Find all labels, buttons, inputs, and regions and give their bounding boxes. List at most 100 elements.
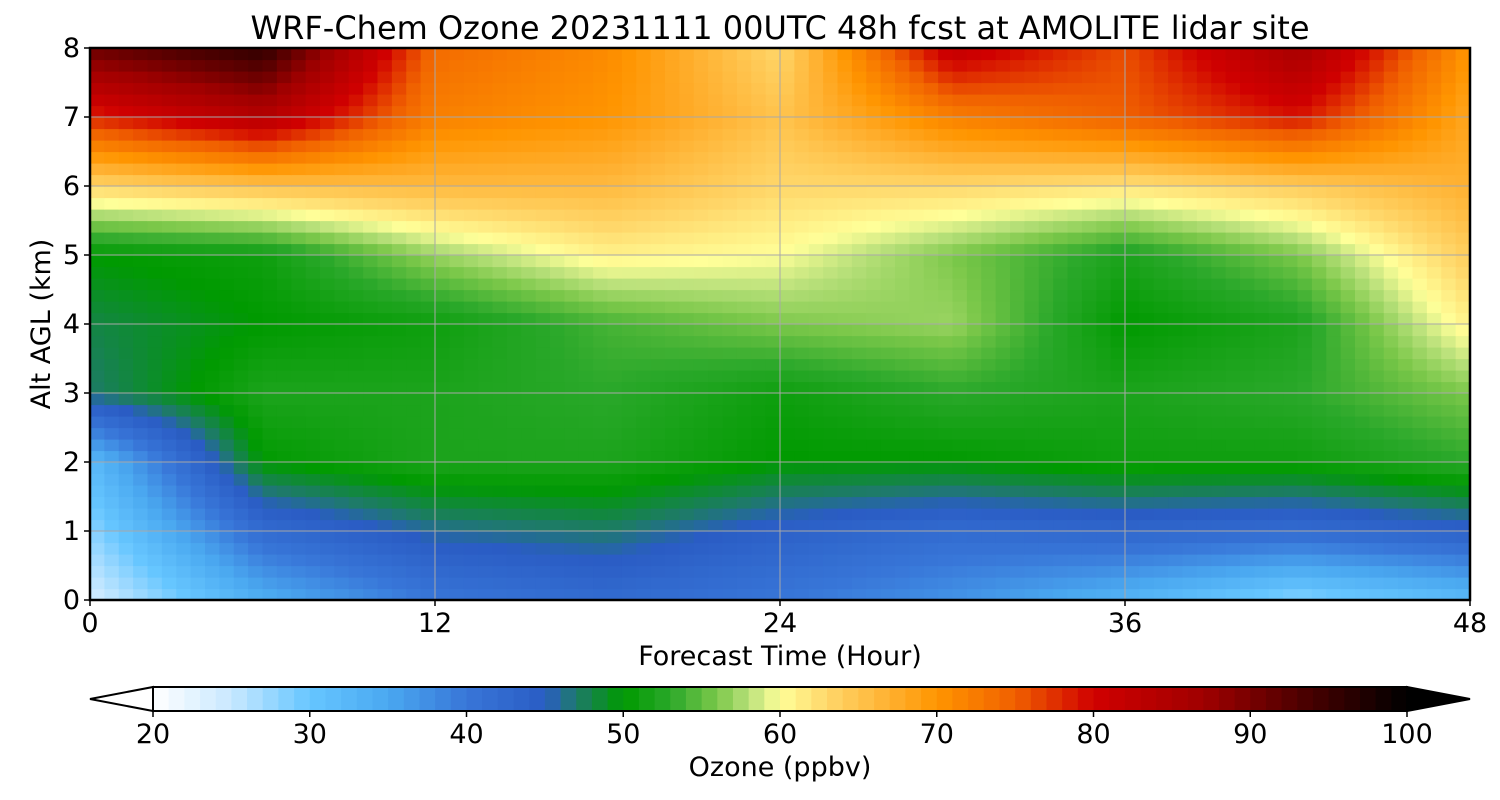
- contour-cell: [161, 197, 177, 210]
- contour-cell: [837, 404, 853, 417]
- contour-cell: [1096, 358, 1112, 371]
- contour-cell: [90, 462, 105, 475]
- contour-cell: [449, 289, 465, 302]
- contour-cell: [1326, 404, 1342, 417]
- contour-cell: [966, 335, 982, 348]
- contour-cell: [1240, 243, 1255, 256]
- contour-cell: [1240, 370, 1255, 383]
- contour-cell: [1240, 439, 1255, 452]
- contour-cell: [1110, 278, 1126, 291]
- contour-cell: [1240, 220, 1255, 233]
- contour-cell: [1326, 554, 1342, 567]
- contour-cell: [1311, 289, 1327, 302]
- contour-cell: [1398, 577, 1414, 590]
- contour-cell: [1326, 565, 1342, 578]
- contour-cell: [233, 255, 249, 268]
- contour-cell: [751, 232, 767, 245]
- contour-cell: [1340, 450, 1356, 463]
- contour-cell: [420, 531, 436, 544]
- contour-cell: [621, 335, 637, 348]
- contour-cell: [348, 508, 364, 521]
- contour-cell: [492, 462, 508, 475]
- contour-cell: [823, 565, 839, 578]
- contour-cell: [1096, 531, 1112, 544]
- contour-cell: [1024, 140, 1040, 153]
- contour-cell: [291, 485, 307, 498]
- contour-cell: [1369, 450, 1385, 463]
- contour-cell: [1182, 381, 1198, 394]
- contour-cell: [406, 531, 422, 544]
- contour-cell: [823, 462, 839, 475]
- contour-cell: [391, 128, 407, 141]
- contour-cell: [636, 140, 652, 153]
- contour-cell: [133, 255, 149, 268]
- contour-cell: [521, 565, 537, 578]
- contour-cell: [952, 71, 968, 84]
- contour-cell: [1168, 140, 1184, 153]
- contour-cell: [736, 370, 752, 383]
- contour-cell: [808, 554, 824, 567]
- contour-cell: [521, 485, 537, 498]
- contour-cell: [248, 439, 264, 452]
- contour-cell: [981, 82, 997, 95]
- contour-cell: [823, 404, 839, 417]
- contour-cell: [535, 496, 551, 509]
- contour-cell: [133, 577, 149, 590]
- contour-cell: [1297, 186, 1313, 199]
- contour-cell: [708, 347, 724, 360]
- contour-cell: [406, 370, 422, 383]
- contour-cell: [1268, 301, 1284, 314]
- contour-cell: [248, 554, 264, 567]
- contour-cell: [593, 358, 609, 371]
- contour-cell: [1340, 243, 1356, 256]
- contour-cell: [1340, 462, 1356, 475]
- contour-cell: [1455, 59, 1470, 72]
- contour-cell: [880, 462, 896, 475]
- contour-cell: [492, 220, 508, 233]
- colorbar-swatch: [1093, 687, 1110, 711]
- contour-cell: [1211, 48, 1227, 61]
- contour-cell: [1182, 278, 1198, 291]
- contour-cell: [1297, 485, 1313, 498]
- contour-cell: [794, 255, 810, 268]
- contour-cell: [1412, 289, 1428, 302]
- contour-cell: [1455, 450, 1470, 463]
- contour-cell: [564, 370, 580, 383]
- contour-cell: [233, 519, 249, 532]
- contour-cell: [837, 531, 853, 544]
- contour-cell: [823, 531, 839, 544]
- contour-cell: [1268, 485, 1284, 498]
- contour-cell: [1024, 347, 1040, 360]
- colorbar-swatch: [1312, 687, 1330, 711]
- contour-cell: [1081, 266, 1097, 279]
- contour-cell: [823, 105, 839, 118]
- contour-cell: [420, 347, 436, 360]
- contour-cell: [1081, 347, 1097, 360]
- contour-cell: [621, 128, 637, 141]
- contour-cell: [391, 209, 407, 222]
- contour-cell: [823, 508, 839, 521]
- contour-cell: [478, 519, 494, 532]
- contour-cell: [880, 531, 896, 544]
- contour-cell: [1182, 94, 1198, 107]
- contour-cell: [521, 59, 537, 72]
- contour-cell: [593, 577, 609, 590]
- contour-cell: [823, 427, 839, 440]
- contour-cell: [1096, 59, 1112, 72]
- contour-cell: [1196, 197, 1212, 210]
- contour-cell: [1182, 209, 1198, 222]
- contour-cell: [233, 358, 249, 371]
- contour-cell: [1153, 473, 1169, 486]
- contour-cell: [1211, 266, 1227, 279]
- contour-cell: [665, 117, 680, 130]
- contour-cell: [722, 462, 738, 475]
- contour-cell: [104, 151, 120, 164]
- contour-cell: [391, 588, 407, 600]
- contour-cell: [449, 439, 465, 452]
- contour-cell: [1283, 59, 1299, 72]
- contour-cell: [995, 496, 1011, 509]
- contour-cell: [147, 439, 163, 452]
- contour-cell: [1412, 381, 1428, 394]
- contour-cell: [248, 232, 264, 245]
- contour-cell: [262, 59, 278, 72]
